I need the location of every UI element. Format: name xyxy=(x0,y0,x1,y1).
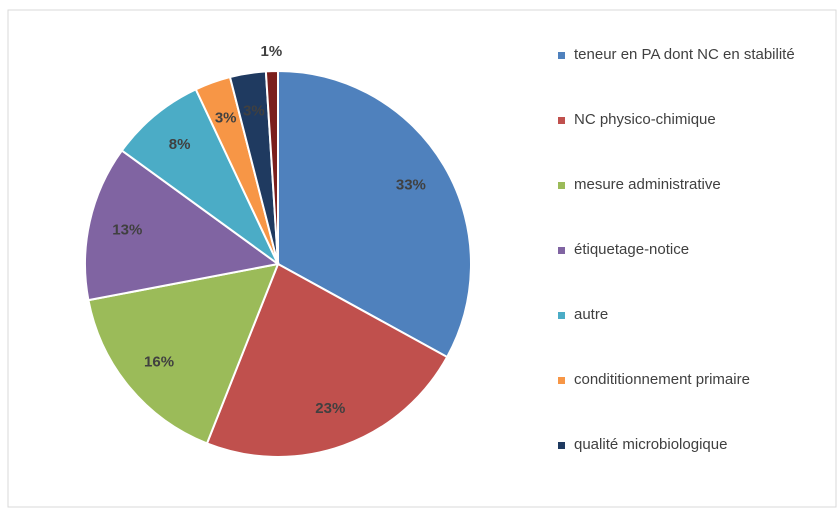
legend-item: teneur en PA dont NC en stabilité xyxy=(558,44,828,109)
legend-label: NC physico-chimique xyxy=(574,111,716,128)
pie-slice xyxy=(84,149,281,302)
legend-swatch xyxy=(558,442,565,449)
legend-item: mesure administrative xyxy=(558,174,828,239)
data-label: 3% xyxy=(243,102,265,119)
data-label: 23% xyxy=(315,400,345,417)
data-label: 33% xyxy=(396,176,426,193)
pie-slice xyxy=(205,262,449,458)
chart-border xyxy=(7,9,837,508)
pie-slice xyxy=(87,262,280,445)
legend-label: qualité microbiologique xyxy=(574,436,728,453)
data-label: 1% xyxy=(260,43,282,60)
legend-label: teneur en PA dont NC en stabilité xyxy=(574,46,795,63)
legend-swatch xyxy=(558,117,565,124)
legend-item: NC physico-chimique xyxy=(558,109,828,174)
legend-swatch xyxy=(558,312,565,319)
legend-swatch xyxy=(558,182,565,189)
data-label: 16% xyxy=(144,353,174,370)
legend-item: étiquetage-notice xyxy=(558,239,828,304)
data-label: 8% xyxy=(169,136,191,153)
legend: teneur en PA dont NC en stabilité NC phys… xyxy=(558,44,828,499)
legend-item: condititionnement primaire xyxy=(558,369,828,434)
data-label: 13% xyxy=(112,221,142,238)
legend-label: condititionnement primaire xyxy=(574,371,750,388)
legend-item: autre xyxy=(558,304,828,369)
legend-label: mesure administrative xyxy=(574,176,721,193)
legend-swatch xyxy=(558,377,565,384)
pie-slice xyxy=(120,88,279,265)
legend-swatch xyxy=(558,247,565,254)
legend-label: étiquetage-notice xyxy=(574,241,690,258)
legend-label: autre xyxy=(574,306,609,323)
data-label: 3% xyxy=(215,110,237,127)
pie-slice xyxy=(277,69,472,359)
legend-swatch xyxy=(558,52,565,59)
legend-item: qualité microbiologique xyxy=(558,434,828,499)
pie-slice xyxy=(264,69,279,265)
